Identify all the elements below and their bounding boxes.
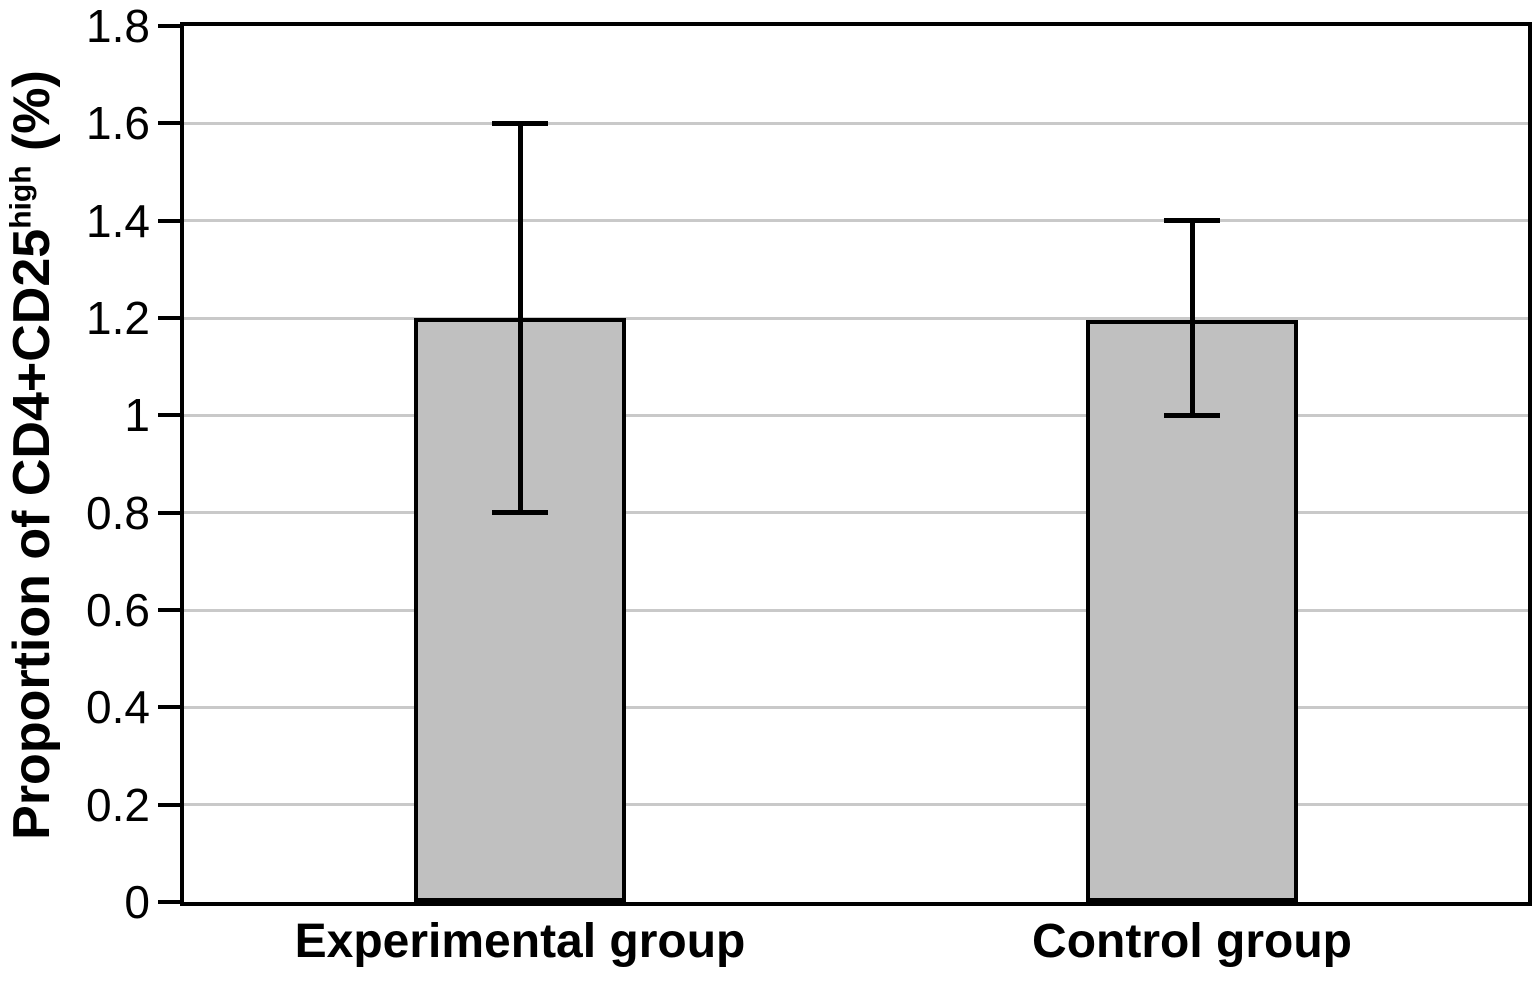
gridline bbox=[184, 219, 1528, 223]
x-axis-label: Experimental group bbox=[294, 915, 746, 968]
error-bar-cap-upper bbox=[1164, 218, 1220, 224]
gridline bbox=[184, 705, 1528, 709]
y-axis-tick-label: 0.2 bbox=[86, 778, 150, 831]
y-axis-tick bbox=[158, 24, 180, 28]
plot-inner: 0 0.2 0.4 0.6 0.8 1 1.2 1.4 1.6 1.8 Experimental g… bbox=[86, 3, 1528, 966]
y-axis-tick bbox=[158, 413, 180, 418]
y-axis-tick bbox=[158, 510, 180, 515]
y-axis-tick-label: 1.2 bbox=[86, 292, 150, 345]
y-axis-tick-label: 1.8 bbox=[86, 0, 150, 52]
gridline bbox=[184, 511, 1528, 515]
y-axis-tick-label: 0.4 bbox=[86, 681, 150, 734]
y-axis-tick-label: 1.4 bbox=[86, 194, 150, 247]
y-axis-tick-label: 0.6 bbox=[86, 584, 150, 637]
y-axis-tick bbox=[158, 608, 180, 613]
error-bar-line bbox=[1189, 220, 1195, 416]
y-axis-tick bbox=[158, 218, 180, 223]
gridline bbox=[184, 121, 1528, 125]
x-axis-label: Control group bbox=[1032, 915, 1352, 968]
y-axis-tick-label: 1.6 bbox=[86, 97, 150, 150]
plot-area: 0 0.2 0.4 0.6 0.8 1 1.2 1.4 1.6 1.8 Experimental g… bbox=[86, 3, 1532, 966]
y-axis-title-main: Proportion of CD4+CD25 bbox=[3, 228, 61, 840]
gridline bbox=[184, 608, 1528, 612]
gridline bbox=[184, 803, 1528, 807]
error-bar-cap-lower bbox=[1164, 412, 1220, 418]
error-bar-line bbox=[517, 123, 523, 513]
y-axis-tick-label: 1 bbox=[124, 389, 150, 442]
y-axis-tick bbox=[158, 316, 180, 321]
y-axis-tick bbox=[158, 705, 180, 710]
y-axis-title-superscript: high bbox=[4, 165, 38, 229]
y-axis-tick-label: 0 bbox=[124, 876, 150, 928]
y-axis-tick bbox=[158, 121, 180, 126]
y-axis-tick-label: 0.8 bbox=[86, 486, 150, 539]
y-axis-tick bbox=[158, 802, 180, 807]
gridline bbox=[184, 316, 1528, 320]
gridline bbox=[184, 413, 1528, 417]
error-bar-cap-upper bbox=[492, 120, 548, 126]
y-axis-title: Proportion of CD4+CD25high (%) bbox=[2, 13, 62, 897]
error-bar-cap-lower bbox=[492, 510, 548, 516]
y-axis-title-unit: (%) bbox=[3, 70, 61, 166]
y-axis-tick bbox=[158, 900, 180, 904]
